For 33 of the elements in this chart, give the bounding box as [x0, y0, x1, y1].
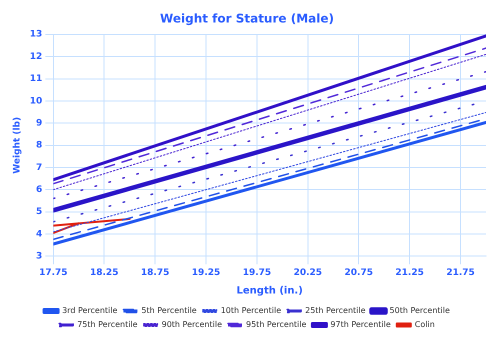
y-axis-title: Weight (lb): [12, 116, 23, 174]
legend-label: 90th Percentile: [162, 320, 222, 330]
y-tick-label: 8: [36, 140, 42, 151]
x-tick-label: 21.75: [446, 268, 475, 278]
x-tick-label: 17.75: [39, 268, 68, 278]
legend-label: 97th Percentile: [330, 320, 391, 330]
x-axis-title: Length (in.): [236, 286, 303, 297]
y-tick-label: 5: [36, 207, 42, 218]
legend-label: 75th Percentile: [77, 320, 138, 330]
x-tick-label: 18.25: [90, 268, 118, 278]
x-tick-label: 19.75: [242, 268, 272, 278]
y-tick-label: 13: [30, 30, 42, 40]
y-tick-label: 3: [36, 252, 42, 262]
chart-title: Weight for Stature (Male): [160, 11, 334, 26]
x-tick-label: 21.25: [395, 268, 424, 278]
legend-label: 10th Percentile: [220, 306, 282, 316]
x-tick-label: 18.75: [140, 268, 170, 278]
y-tick-label: 6: [36, 185, 42, 196]
x-tick-label: 20.75: [344, 268, 373, 278]
legend-label: 3rd Percentile: [62, 306, 118, 316]
y-tick-label: 4: [36, 229, 42, 240]
legend-label: 25th Percentile: [305, 306, 366, 316]
legend-label: 5th Percentile: [141, 306, 197, 316]
y-tick-label: 7: [36, 162, 42, 173]
legend-label: 50th Percentile: [390, 306, 450, 316]
y-tick-label: 11: [30, 74, 42, 84]
y-tick-label: 12: [30, 52, 42, 62]
y-tick-label: 9: [36, 118, 42, 128]
legend-label: Colin: [414, 320, 435, 330]
x-tick-label: 20.25: [294, 268, 322, 278]
x-tick-label: 19.25: [192, 268, 220, 278]
legend-label: 95th Percentile: [246, 320, 306, 330]
y-tick-label: 10: [30, 96, 42, 106]
